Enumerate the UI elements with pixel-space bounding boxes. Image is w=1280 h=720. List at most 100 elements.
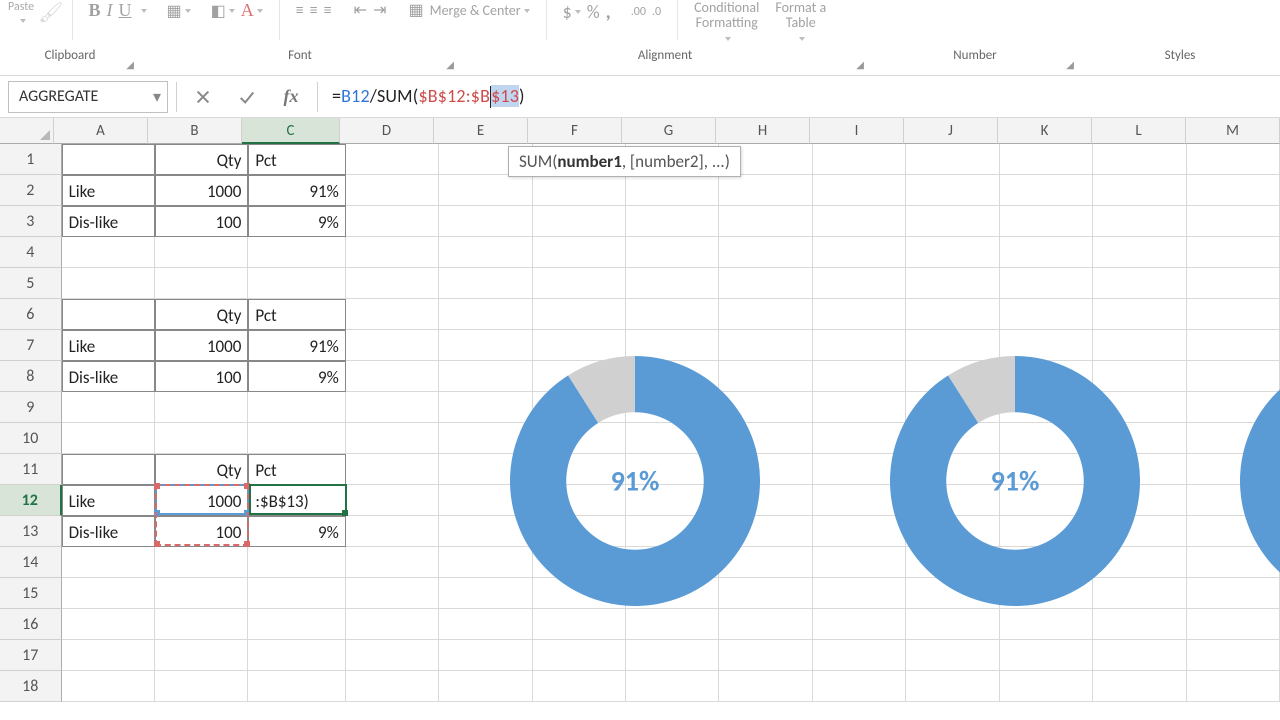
row-header[interactable]: 4 xyxy=(0,237,62,268)
cell[interactable] xyxy=(1000,237,1093,268)
cell[interactable]: Qty xyxy=(155,454,248,485)
cell[interactable] xyxy=(439,609,532,640)
donut-chart[interactable]: 91% xyxy=(1240,356,1280,606)
row-header[interactable]: 14 xyxy=(0,547,62,578)
cancel-button[interactable] xyxy=(185,81,221,113)
cell[interactable] xyxy=(439,237,532,268)
cell[interactable] xyxy=(248,237,345,268)
cell[interactable] xyxy=(439,640,532,671)
cell[interactable] xyxy=(346,547,439,578)
cell[interactable] xyxy=(813,237,906,268)
cell[interactable]: Qty xyxy=(155,144,248,175)
cell[interactable]: Dis-like xyxy=(62,516,155,547)
cell[interactable] xyxy=(1000,640,1093,671)
cell[interactable] xyxy=(813,206,906,237)
cell[interactable] xyxy=(155,268,248,299)
cell[interactable] xyxy=(248,578,345,609)
cell[interactable] xyxy=(813,671,906,702)
cell[interactable]: 1000 xyxy=(155,175,248,206)
fill-color-icon[interactable]: ◧ xyxy=(211,1,235,21)
cell[interactable] xyxy=(1000,175,1093,206)
cell[interactable]: Pct xyxy=(248,299,345,330)
merge-icon[interactable]: ▦ xyxy=(408,0,423,20)
cell[interactable] xyxy=(1093,640,1186,671)
cell[interactable] xyxy=(813,268,906,299)
row-header[interactable]: 2 xyxy=(0,175,62,206)
cell[interactable] xyxy=(813,640,906,671)
cell[interactable] xyxy=(248,547,345,578)
cell[interactable]: 91% xyxy=(248,175,345,206)
cell[interactable] xyxy=(626,268,719,299)
cell[interactable] xyxy=(1093,144,1186,175)
cell[interactable] xyxy=(62,299,155,330)
column-header[interactable]: B xyxy=(148,118,242,144)
row-header[interactable]: 3 xyxy=(0,206,62,237)
cell[interactable] xyxy=(155,640,248,671)
launcher-icon[interactable]: ◢ xyxy=(856,58,864,71)
decrease-decimal-icon[interactable]: .0 xyxy=(652,5,661,19)
column-header[interactable]: K xyxy=(998,118,1092,144)
cell[interactable] xyxy=(439,671,532,702)
cell[interactable] xyxy=(155,609,248,640)
column-header[interactable]: M xyxy=(1186,118,1280,144)
cell[interactable] xyxy=(346,144,439,175)
cell[interactable] xyxy=(155,392,248,423)
enter-button[interactable] xyxy=(229,81,265,113)
donut-chart[interactable]: 91% xyxy=(510,356,760,606)
merge-center-button[interactable]: Merge & Center xyxy=(430,2,530,19)
column-header[interactable]: A xyxy=(54,118,148,144)
row-header[interactable]: 18 xyxy=(0,671,62,702)
cell[interactable] xyxy=(346,206,439,237)
cell[interactable] xyxy=(1000,206,1093,237)
cell[interactable] xyxy=(1187,268,1280,299)
column-header[interactable]: I xyxy=(810,118,904,144)
cell[interactable]: Pct xyxy=(248,454,345,485)
cell[interactable] xyxy=(626,206,719,237)
cell[interactable] xyxy=(346,392,439,423)
cell[interactable] xyxy=(248,640,345,671)
cell[interactable] xyxy=(1187,175,1280,206)
cell[interactable] xyxy=(719,671,812,702)
cell[interactable] xyxy=(1000,671,1093,702)
cell[interactable] xyxy=(719,609,812,640)
cell[interactable] xyxy=(346,516,439,547)
row-header[interactable]: 6 xyxy=(0,299,62,330)
cell[interactable] xyxy=(1093,609,1186,640)
cell[interactable] xyxy=(62,609,155,640)
cell[interactable] xyxy=(155,237,248,268)
cell[interactable] xyxy=(155,578,248,609)
cell[interactable] xyxy=(906,609,999,640)
cell[interactable] xyxy=(346,485,439,516)
comma-icon[interactable]: , xyxy=(606,0,611,24)
cell[interactable] xyxy=(155,671,248,702)
align-right-icon[interactable]: ≡ xyxy=(324,1,332,20)
cell[interactable] xyxy=(439,206,532,237)
cell[interactable] xyxy=(626,175,719,206)
cell[interactable] xyxy=(719,268,812,299)
cell[interactable] xyxy=(1093,237,1186,268)
underline-icon[interactable]: U xyxy=(119,0,132,21)
decrease-indent-icon[interactable]: ⇤ xyxy=(354,0,367,20)
cell[interactable] xyxy=(719,175,812,206)
row-header[interactable]: 17 xyxy=(0,640,62,671)
cell[interactable]: :$B$13) xyxy=(248,485,345,516)
cell[interactable] xyxy=(1187,609,1280,640)
cell[interactable]: Like xyxy=(62,175,155,206)
cell[interactable] xyxy=(533,206,626,237)
cell[interactable] xyxy=(533,268,626,299)
cell[interactable] xyxy=(346,640,439,671)
cell[interactable] xyxy=(1187,299,1280,330)
cell[interactable] xyxy=(813,175,906,206)
cell[interactable] xyxy=(906,144,999,175)
row-header[interactable]: 10 xyxy=(0,423,62,454)
column-header[interactable]: L xyxy=(1092,118,1186,144)
format-painter-icon[interactable]: 🖌 xyxy=(38,0,63,25)
cell[interactable] xyxy=(1093,671,1186,702)
conditional-formatting-button[interactable]: Conditional Formatting xyxy=(694,0,759,46)
row-header[interactable]: 13 xyxy=(0,516,62,547)
row-header[interactable]: 9 xyxy=(0,392,62,423)
cell[interactable] xyxy=(906,299,999,330)
cell[interactable]: Dis-like xyxy=(62,361,155,392)
cell[interactable]: 91% xyxy=(248,330,345,361)
launcher-icon[interactable]: ◢ xyxy=(126,58,134,71)
